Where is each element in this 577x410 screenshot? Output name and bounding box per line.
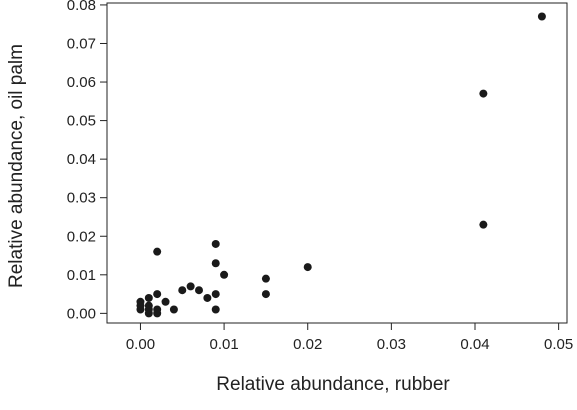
plot-frame bbox=[106, 2, 568, 324]
data-point bbox=[261, 274, 270, 283]
data-point bbox=[211, 305, 220, 314]
y-tick-label: 0.04 bbox=[67, 151, 96, 168]
y-tick-label: 0.05 bbox=[67, 113, 96, 130]
y-tick-label: 0.06 bbox=[67, 74, 96, 91]
data-point bbox=[203, 293, 212, 302]
y-tick-label: 0.01 bbox=[67, 267, 96, 284]
y-tick-label: 0.02 bbox=[67, 228, 96, 245]
x-axis-title: Relative abundance, rubber bbox=[216, 374, 450, 395]
y-axis: 0.00 0.01 0.02 0.03 0.04 0.05 0.06 0.07 0.08 bbox=[67, 0, 107, 322]
data-point bbox=[195, 286, 203, 295]
data-points bbox=[136, 12, 546, 318]
y-tick-label: 0.00 bbox=[67, 305, 96, 322]
plot-border bbox=[106, 2, 568, 324]
data-point bbox=[153, 305, 162, 314]
data-point bbox=[153, 290, 162, 299]
data-point bbox=[144, 301, 153, 310]
x-tick-label: 0.04 bbox=[460, 336, 489, 353]
x-tick-label: 0.03 bbox=[377, 336, 406, 353]
data-point bbox=[144, 293, 153, 302]
data-point bbox=[211, 259, 220, 268]
x-tick-label: 0.01 bbox=[209, 336, 238, 353]
data-point bbox=[186, 282, 195, 291]
data-point bbox=[537, 12, 546, 21]
y-tick-label: 0.08 bbox=[67, 0, 96, 14]
x-tick-label: 0.05 bbox=[544, 336, 573, 353]
data-point bbox=[211, 290, 220, 299]
y-axis-title: Relative abundance, oil palm bbox=[6, 44, 27, 288]
data-point bbox=[479, 89, 488, 98]
x-axis: 0.00 0.01 0.02 0.03 0.04 0.05 bbox=[126, 323, 573, 353]
x-tick-label: 0.02 bbox=[293, 336, 322, 353]
data-point bbox=[153, 247, 162, 256]
data-point bbox=[220, 270, 229, 279]
y-tick-label: 0.03 bbox=[67, 190, 96, 207]
data-point bbox=[161, 297, 170, 306]
y-tick-label: 0.07 bbox=[67, 35, 96, 52]
data-point bbox=[178, 286, 187, 295]
x-tick-label: 0.00 bbox=[126, 336, 155, 353]
data-point bbox=[261, 290, 270, 299]
data-point bbox=[303, 263, 312, 272]
data-point bbox=[211, 239, 220, 248]
data-point bbox=[136, 297, 145, 306]
data-point bbox=[479, 220, 488, 229]
data-point bbox=[169, 305, 178, 314]
